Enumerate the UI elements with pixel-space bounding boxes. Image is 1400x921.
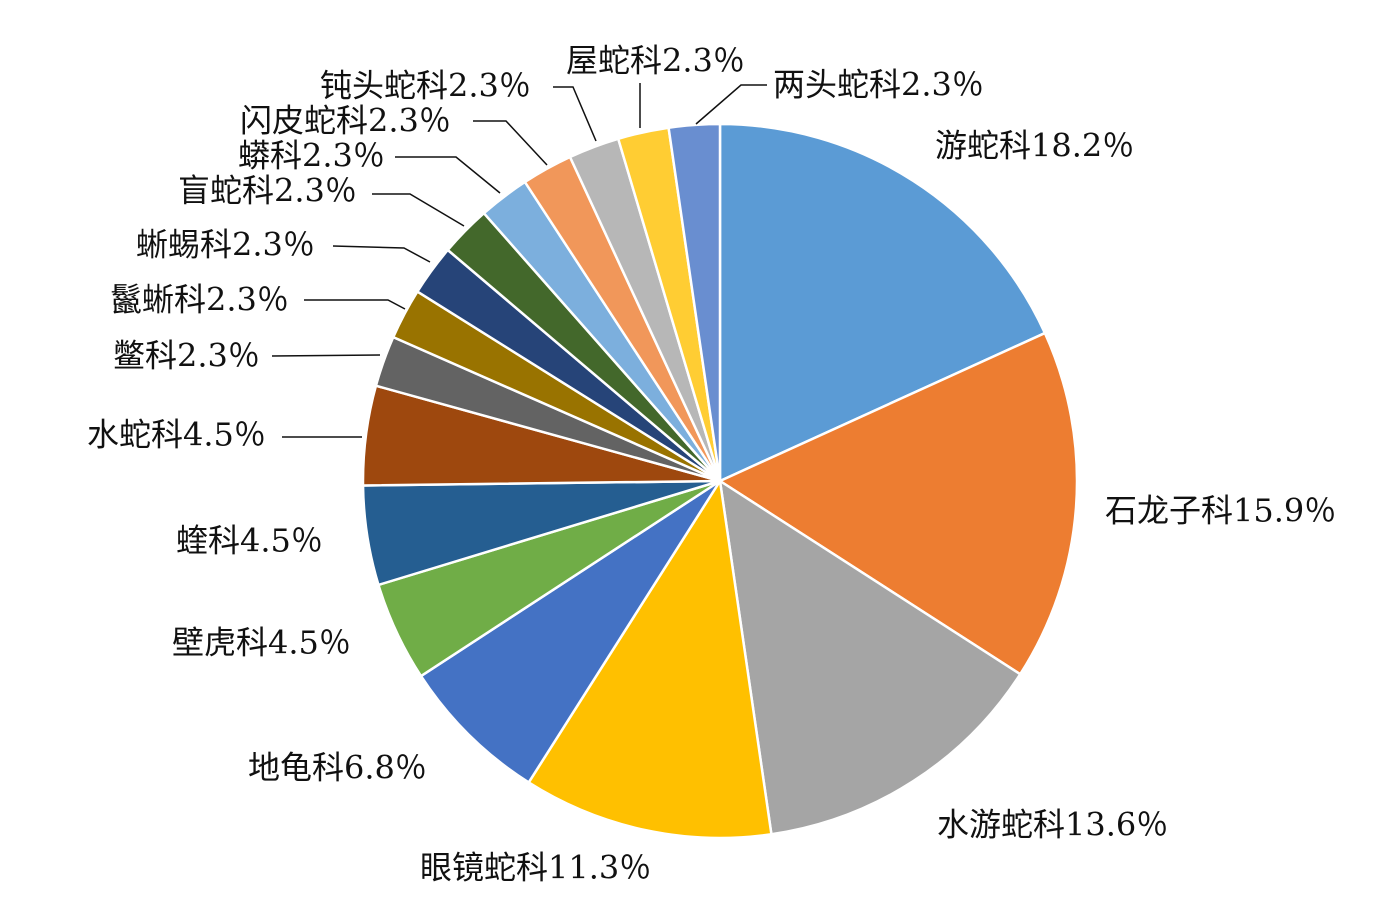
- leader-line-9: [271, 354, 381, 357]
- leader-line-10: [304, 299, 406, 310]
- pie-slice-2: [718, 331, 1079, 676]
- slice-label-1: 游蛇科18.2％: [935, 127, 1134, 165]
- slice-label-2: 石龙子科15.9％: [1105, 492, 1336, 530]
- slice-label-6: 壁虎科4.5％: [172, 624, 351, 662]
- leader-line-14: [473, 120, 548, 166]
- pie-slice-17: [667, 122, 722, 483]
- slice-labels: 游蛇科18.2％ 石龙子科15.9％ 水游蛇科13.6％ 眼镜蛇科11.3％ 地龟科6.…: [87, 42, 1336, 887]
- leader-line-11: [332, 245, 431, 263]
- leader-line-17: [695, 84, 767, 125]
- pie-slice-1: [718, 122, 1047, 483]
- slice-label-3: 水游蛇科13.6％: [937, 806, 1168, 844]
- leader-lines: [271, 83, 767, 438]
- slice-label-10: 鬣蜥科2.3％: [110, 281, 289, 319]
- slice-label-8: 水蛇科4.5％: [87, 416, 266, 454]
- slice-label-11: 蜥蜴科2.3％: [136, 226, 315, 264]
- leader-line-15: [553, 86, 597, 142]
- slice-label-9: 鳖科2.3％: [113, 337, 260, 375]
- pie-slice-5: [419, 479, 722, 784]
- slice-label-12: 盲蛇科2.3％: [178, 172, 357, 210]
- pie-slice-4: [527, 479, 773, 840]
- slice-label-14: 闪皮蛇科2.3％: [240, 102, 451, 140]
- leader-line-12: [372, 193, 465, 227]
- slice-label-13: 蟒科2.3％: [238, 137, 385, 175]
- slice-label-17: 两头蛇科2.3％: [773, 66, 984, 104]
- slice-label-15: 钝头蛇科2.3％: [320, 67, 531, 105]
- pie-slice-3: [718, 479, 1022, 836]
- pie-slices: [361, 122, 1079, 840]
- slice-label-4: 眼镜蛇科11.3％: [420, 849, 651, 887]
- leader-line-13: [395, 156, 501, 194]
- slice-label-16: 屋蛇科2.3％: [566, 42, 745, 80]
- slice-label-5: 地龟科6.8％: [248, 749, 427, 787]
- slice-label-7: 蝰科4.5％: [176, 522, 323, 560]
